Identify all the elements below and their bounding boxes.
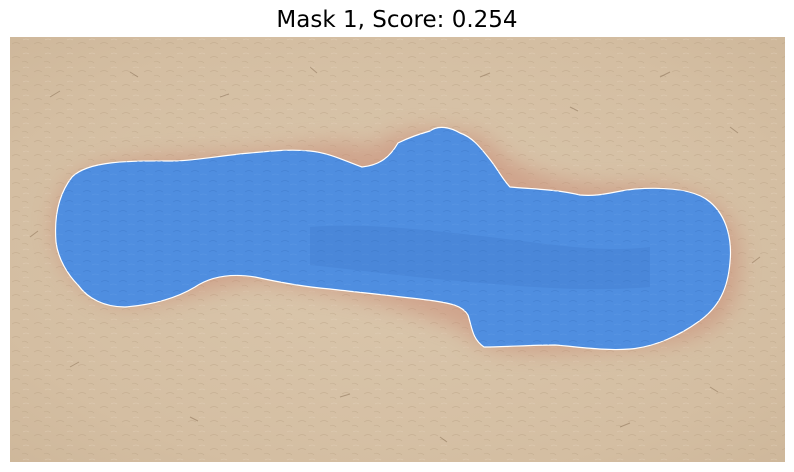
mask-shading — [310, 225, 650, 290]
photo-panel — [10, 37, 785, 462]
skin-photo — [10, 37, 785, 462]
figure-title: Mask 1, Score: 0.254 — [276, 7, 518, 33]
mask-texture — [55, 127, 731, 350]
hair-strands — [29, 66, 761, 443]
